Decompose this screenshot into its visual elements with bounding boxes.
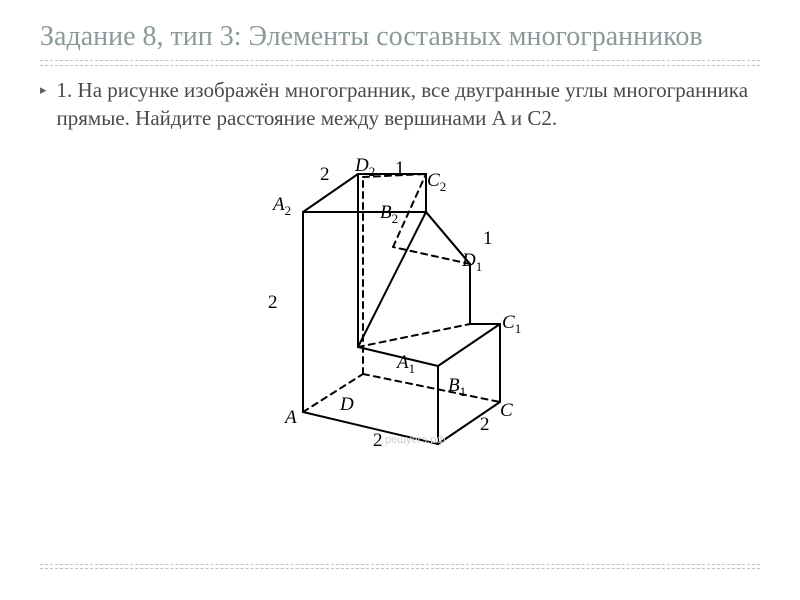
vertex-label-A1: A1 — [397, 352, 415, 377]
vertex-label-B2: B2 — [380, 202, 398, 227]
edge-length-label: 1 — [483, 228, 493, 250]
vertex-label-C1: C1 — [502, 312, 521, 337]
body-row: ▸ 1. На рисунке изображён многогранник, … — [40, 76, 760, 133]
vertex-label-D1: D1 — [462, 250, 482, 275]
vertex-label-B1: B1 — [448, 375, 466, 400]
polyhedron-figure: A D A1 B1 C C1 D1 C2 D2B2 A2 1 2 1 2 2 2 решуегэ.рф — [190, 152, 610, 452]
vertex-label-C2: C2 — [427, 170, 446, 195]
vertex-label-A: A — [285, 407, 297, 429]
bottom-dividers — [40, 561, 760, 572]
page-title: Задание 8, тип 3: Элементы составных мно… — [40, 20, 760, 54]
edge-length-label: 2 — [320, 164, 330, 186]
edge-length-label: 2 — [480, 414, 490, 436]
vertex-label-D: D — [340, 394, 354, 416]
vertex-label-A2: A2 — [273, 194, 291, 219]
edge-length-label: 2 — [268, 292, 278, 314]
edge-length-label: 1 — [395, 158, 405, 180]
watermark-text: решуегэ.рф — [385, 434, 445, 446]
vertex-label-D2: D2 — [355, 155, 375, 180]
divider-top-2 — [40, 65, 760, 66]
divider-top-1 — [40, 60, 760, 61]
edge-length-label: 2 — [373, 430, 383, 452]
vertex-label-C: C — [500, 400, 513, 422]
bullet-icon: ▸ — [40, 82, 47, 98]
problem-text: 1. На рисунке изображён многогранник, вс… — [57, 76, 760, 133]
